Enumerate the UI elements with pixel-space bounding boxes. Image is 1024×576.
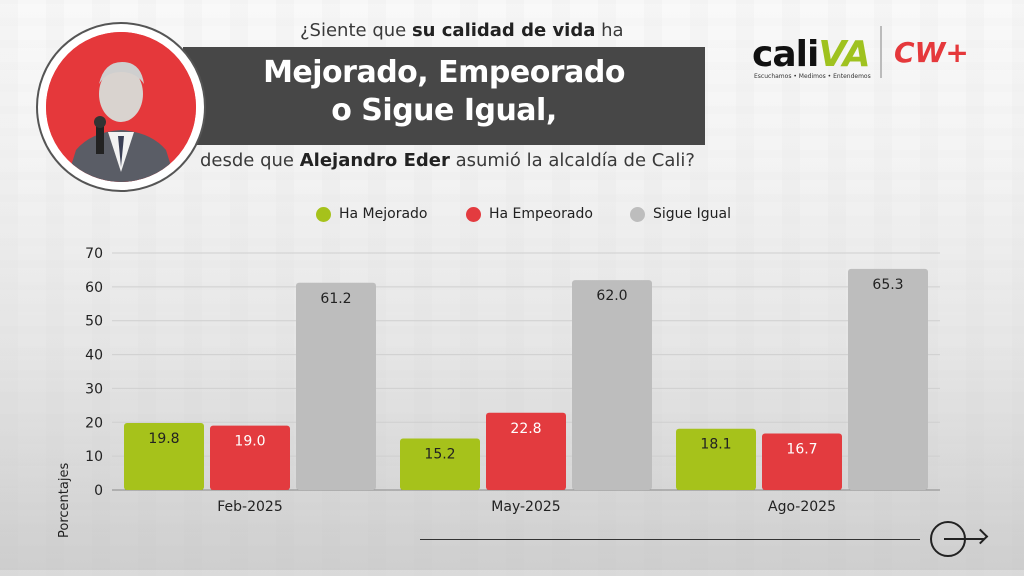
data-label: 18.1 [700, 437, 731, 453]
data-label: 19.8 [148, 431, 179, 447]
banner-line-2: o Sigue Igual, [331, 93, 557, 128]
bar-empeorado [486, 412, 566, 490]
data-label: 19.0 [234, 434, 265, 450]
bar-mejorado [400, 438, 480, 490]
logo-separator [880, 26, 882, 78]
va-text: VA [818, 34, 870, 75]
x-tick-label: Ago-2025 [768, 499, 836, 515]
y-tick-label: 60 [85, 280, 103, 296]
caliva-tagline: Escuchamos • Medimos • Entendemos [754, 73, 871, 80]
legend-item-empeorado: Ha Empeorado [466, 206, 593, 222]
bar-igual [848, 268, 928, 490]
legend-label-mejorado: Ha Mejorado [339, 206, 428, 222]
cali-text: cali [752, 34, 819, 75]
question-line-top: ¿Siente que su calidad de vida ha [300, 20, 624, 41]
legend-label-empeorado: Ha Empeorado [489, 206, 593, 222]
title-banner-text: Mejorado, Empeorado o Sigue Igual, [183, 54, 705, 130]
legend-item-mejorado: Ha Mejorado [316, 206, 428, 222]
avatar [46, 32, 196, 182]
bar-igual [296, 282, 376, 490]
bar-mejorado [676, 428, 756, 490]
question-post: ha [595, 20, 624, 41]
data-label: 15.2 [424, 447, 455, 463]
banner-line-1: Mejorado, Empeorado [263, 55, 625, 90]
data-label: 65.3 [872, 277, 903, 293]
y-tick-label: 30 [85, 381, 103, 397]
y-tick-label: 20 [85, 415, 103, 431]
sub-post: asumió la alcaldía de Cali? [449, 150, 695, 171]
y-tick-label: 70 [85, 246, 103, 262]
y-tick-label: 40 [85, 348, 103, 364]
data-label: 62.0 [596, 288, 627, 304]
footer-line [420, 539, 920, 540]
x-tick-label: Feb-2025 [217, 499, 282, 515]
bar-igual [572, 280, 652, 490]
caliva-logo: caliVA [752, 34, 871, 75]
question-pre: ¿Siente que [300, 20, 412, 41]
data-label: 22.8 [510, 421, 541, 437]
arrow-shaft [944, 538, 984, 540]
y-tick-label: 10 [85, 449, 103, 465]
data-label: 16.7 [786, 441, 817, 457]
sub-bold: Alejandro Eder [299, 150, 450, 171]
data-label: 61.2 [320, 291, 351, 307]
question-line-bottom: desde que Alejandro Eder asumió la alcal… [200, 150, 695, 171]
question-bold: su calidad de vida [411, 20, 596, 41]
cw-plus-logo: CW+ [894, 36, 969, 69]
legend-dot-igual [630, 206, 645, 222]
bar-empeorado [762, 433, 842, 490]
person-icon [46, 32, 196, 182]
legend-item-igual: Sigue Igual [630, 206, 731, 222]
legend-dot-empeorado [466, 206, 481, 222]
x-tick-label: May-2025 [491, 499, 560, 515]
title-banner [183, 47, 705, 145]
bar-mejorado [124, 422, 204, 490]
bar-empeorado [210, 425, 290, 490]
chart-legend: Ha Mejorado Ha Empeorado Sigue Igual [0, 206, 1024, 236]
legend-dot-mejorado [316, 206, 331, 222]
legend-label-igual: Sigue Igual [653, 206, 731, 222]
y-tick-label: 50 [85, 314, 103, 330]
sub-pre: desde que [200, 150, 300, 171]
y-tick-label: 0 [94, 483, 103, 499]
